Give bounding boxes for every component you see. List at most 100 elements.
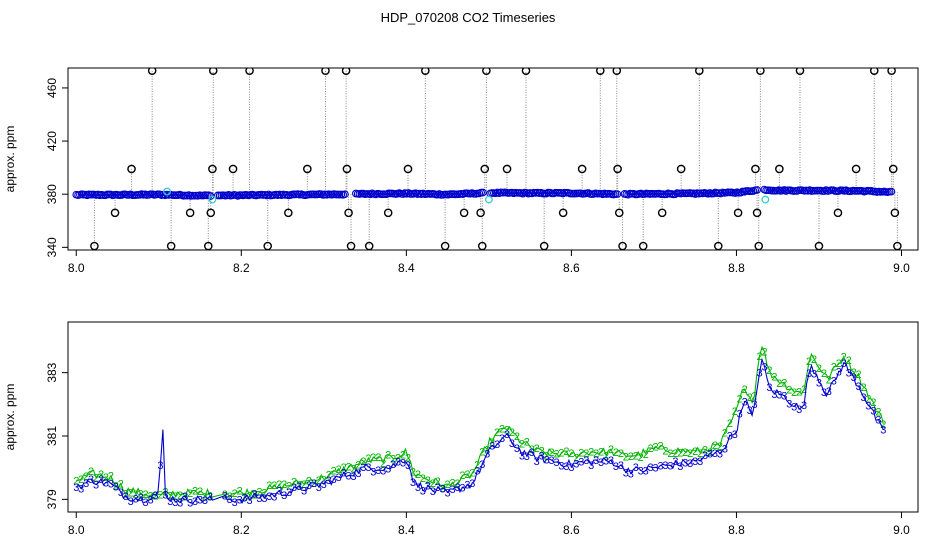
series-marker: 2: [667, 448, 673, 460]
outlier-point: [833, 208, 843, 218]
outlier-point: [341, 68, 351, 75]
x-tick-label: 8.2: [233, 523, 250, 537]
series-marker: 3: [697, 456, 703, 468]
plot-frame: [67, 67, 919, 251]
series-marker: 3: [870, 405, 876, 417]
series-marker: 2: [524, 437, 530, 449]
series-marker: 2: [474, 460, 480, 472]
series-marker: 3: [875, 415, 881, 427]
highlight-point: [208, 195, 217, 204]
outlier-point: [342, 164, 352, 174]
series-marker: 3: [677, 461, 683, 473]
series-marker: 3: [103, 477, 109, 489]
series-marker: 2: [662, 446, 668, 458]
y-tick-label: 379: [45, 489, 59, 509]
outlier-point: [208, 164, 217, 174]
series-marker: 2: [108, 471, 114, 483]
series-marker: 3: [281, 490, 287, 502]
series-marker: 3: [73, 482, 79, 494]
series-marker: 2: [499, 423, 505, 435]
series-marker: 3: [667, 460, 673, 472]
series-marker: 3: [246, 495, 252, 507]
series-marker: 3: [568, 462, 574, 474]
series-marker: 3: [781, 391, 787, 403]
outlier-point: [421, 68, 430, 75]
series-marker: 3: [836, 366, 842, 378]
series-marker: 2: [246, 491, 252, 503]
series-marker: 3: [286, 487, 292, 499]
series-marker: 2: [553, 449, 559, 461]
series-marker: 2: [93, 473, 99, 485]
series-marker: 2: [187, 488, 193, 500]
series-marker: 2: [261, 487, 267, 499]
series-marker: 3: [707, 448, 713, 460]
series-marker: 3: [712, 448, 718, 460]
x-tick-label: 8.4: [398, 261, 415, 275]
series-marker: 2: [464, 469, 470, 481]
series-marker: 3: [494, 439, 500, 451]
series-marker: 2: [157, 490, 163, 502]
series-marker: 2: [321, 474, 327, 486]
series-marker: 2: [336, 464, 342, 476]
series-marker: 2: [425, 475, 431, 487]
series-marker: 3: [331, 474, 337, 486]
series-marker: 3: [504, 429, 510, 441]
series-marker: 2: [395, 453, 401, 465]
series-marker: 2: [796, 386, 802, 398]
x-tick-label: 8.6: [563, 261, 580, 275]
series-marker: 3: [256, 493, 262, 505]
series-marker: 2: [454, 478, 460, 490]
series-marker: 2: [648, 443, 654, 455]
chart-title: HDP_070208 CO2 Timeseries: [381, 10, 556, 25]
series-marker: 2: [791, 387, 797, 399]
series-marker: 2: [266, 480, 272, 492]
data-point: [479, 188, 487, 197]
series-marker: 2: [103, 472, 109, 484]
series-marker: 2: [167, 490, 173, 502]
outlier-point: [754, 241, 764, 250]
series-marker: 2: [657, 440, 663, 452]
series-marker: 3: [88, 474, 94, 486]
series-marker: 3: [657, 461, 663, 473]
series-marker: 3: [544, 454, 550, 466]
series-marker: 3: [440, 483, 446, 495]
series-marker: 3: [450, 484, 456, 496]
series-marker: 3: [390, 459, 396, 471]
series-marker: 3: [83, 478, 89, 490]
outlier-point: [888, 164, 898, 174]
y-tick-label: 380: [45, 184, 59, 204]
series-marker: 3: [826, 386, 832, 398]
series-marker: 2: [712, 440, 718, 452]
series-marker: 3: [138, 492, 144, 504]
series-marker: 3: [385, 463, 391, 475]
series-marker: 3: [271, 492, 277, 504]
series-marker: 3: [613, 461, 619, 473]
series-marker: 2: [385, 449, 391, 461]
series-marker: 2: [821, 368, 827, 380]
outlier-point: [676, 164, 686, 174]
series-marker: 2: [638, 452, 644, 464]
outlier-point: [127, 164, 136, 174]
series-marker: 2: [692, 446, 698, 458]
series-marker: 2: [514, 431, 520, 443]
outlier-point: [383, 208, 393, 218]
series-marker: 2: [717, 441, 723, 453]
series-marker: 2: [756, 351, 762, 363]
outlier-point: [869, 68, 879, 75]
x-tick-label: 8.4: [398, 523, 415, 537]
series-marker: 2: [558, 448, 564, 460]
series-marker: 3: [623, 467, 629, 479]
series-marker: 3: [722, 443, 728, 455]
series-marker: 2: [623, 451, 629, 463]
series-marker: 3: [147, 494, 153, 506]
series-marker: 2: [702, 444, 708, 456]
series-marker: 3: [756, 368, 762, 380]
outlier-point: [476, 208, 485, 218]
data-point: [780, 186, 789, 194]
series-marker: 3: [816, 377, 822, 389]
series-marker: 3: [375, 465, 381, 477]
series-marker: 3: [796, 404, 802, 416]
series-marker: 2: [237, 486, 243, 498]
series-marker: 3: [539, 450, 545, 462]
series-marker: 3: [469, 478, 475, 490]
